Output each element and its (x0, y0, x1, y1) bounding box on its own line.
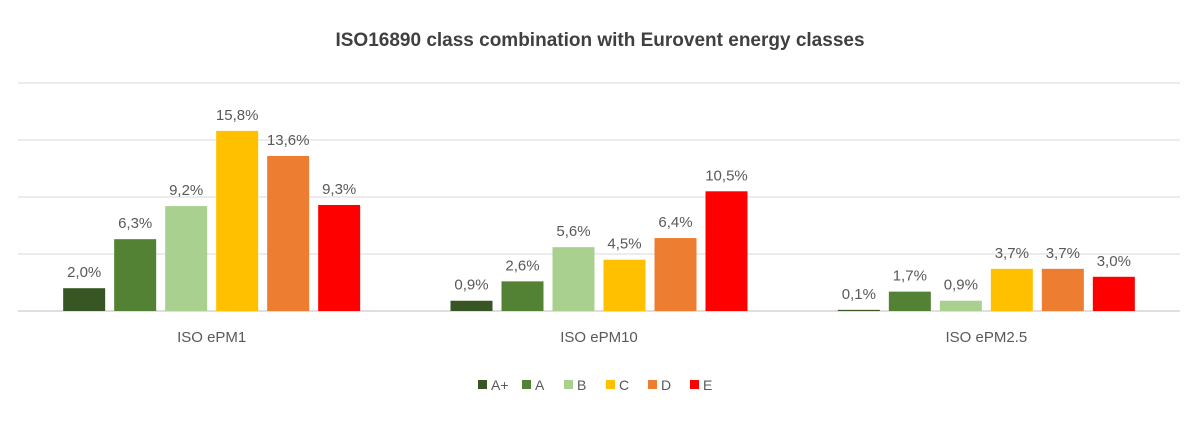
legend-swatch-D (648, 380, 657, 389)
bar-A+-ISO ePM2.5 (837, 309, 880, 311)
bar-E-ISO ePM2.5 (1092, 276, 1135, 311)
bar-C-ISO ePM2.5 (990, 268, 1033, 311)
bar-A-ISO ePM1 (114, 239, 157, 311)
data-label: 3,0% (1097, 253, 1131, 270)
legend-swatch-A (522, 380, 531, 389)
chart-title: ISO16890 class combination with Eurovent… (335, 30, 864, 51)
data-label: 0,1% (842, 286, 876, 303)
data-label: 6,4% (658, 214, 692, 231)
data-label: 5,6% (556, 223, 590, 240)
legend-swatch-C (606, 380, 615, 389)
data-label: 9,2% (169, 182, 203, 199)
bar-C-ISO ePM10 (603, 259, 646, 311)
legend-label: D (661, 377, 671, 393)
legend-swatch-A+ (478, 380, 487, 389)
category-label: ISO ePM10 (560, 329, 638, 346)
data-label: 2,0% (67, 264, 101, 281)
data-label: 9,3% (322, 181, 356, 198)
legend-label: B (577, 377, 586, 393)
data-label: 6,3% (118, 215, 152, 232)
bar-A-ISO ePM10 (501, 281, 544, 311)
data-label: 1,7% (893, 268, 927, 285)
bar-C-ISO ePM1 (216, 130, 259, 311)
legend-label: E (703, 377, 712, 393)
data-label: 2,6% (505, 257, 539, 274)
data-label: 13,6% (267, 132, 310, 149)
legend-label: C (619, 377, 629, 393)
bar-A-ISO ePM2.5 (888, 291, 931, 311)
legend-swatch-E (690, 380, 699, 389)
bar-D-ISO ePM10 (654, 238, 697, 311)
legend-label: A (535, 377, 545, 393)
bar-E-ISO ePM1 (318, 204, 361, 311)
bar-A+-ISO ePM1 (63, 288, 106, 311)
legend-swatch-B (564, 380, 573, 389)
data-label: 0,9% (944, 277, 978, 294)
bar-B-ISO ePM10 (552, 247, 595, 311)
data-label: 15,8% (216, 107, 259, 124)
data-label: 3,7% (995, 245, 1029, 262)
bar-E-ISO ePM10 (705, 191, 748, 311)
data-label: 10,5% (705, 167, 748, 184)
data-label: 0,9% (454, 277, 488, 294)
bar-B-ISO ePM2.5 (939, 300, 982, 311)
legend-label: A+ (491, 377, 509, 393)
category-label: ISO ePM1 (177, 329, 246, 346)
category-label: ISO ePM2.5 (945, 329, 1027, 346)
bar-B-ISO ePM1 (165, 206, 208, 311)
bar-D-ISO ePM1 (267, 155, 310, 311)
bar-D-ISO ePM2.5 (1041, 268, 1084, 311)
data-label: 3,7% (1046, 245, 1080, 262)
data-label: 4,5% (607, 236, 641, 253)
bar-A+-ISO ePM10 (450, 300, 493, 311)
